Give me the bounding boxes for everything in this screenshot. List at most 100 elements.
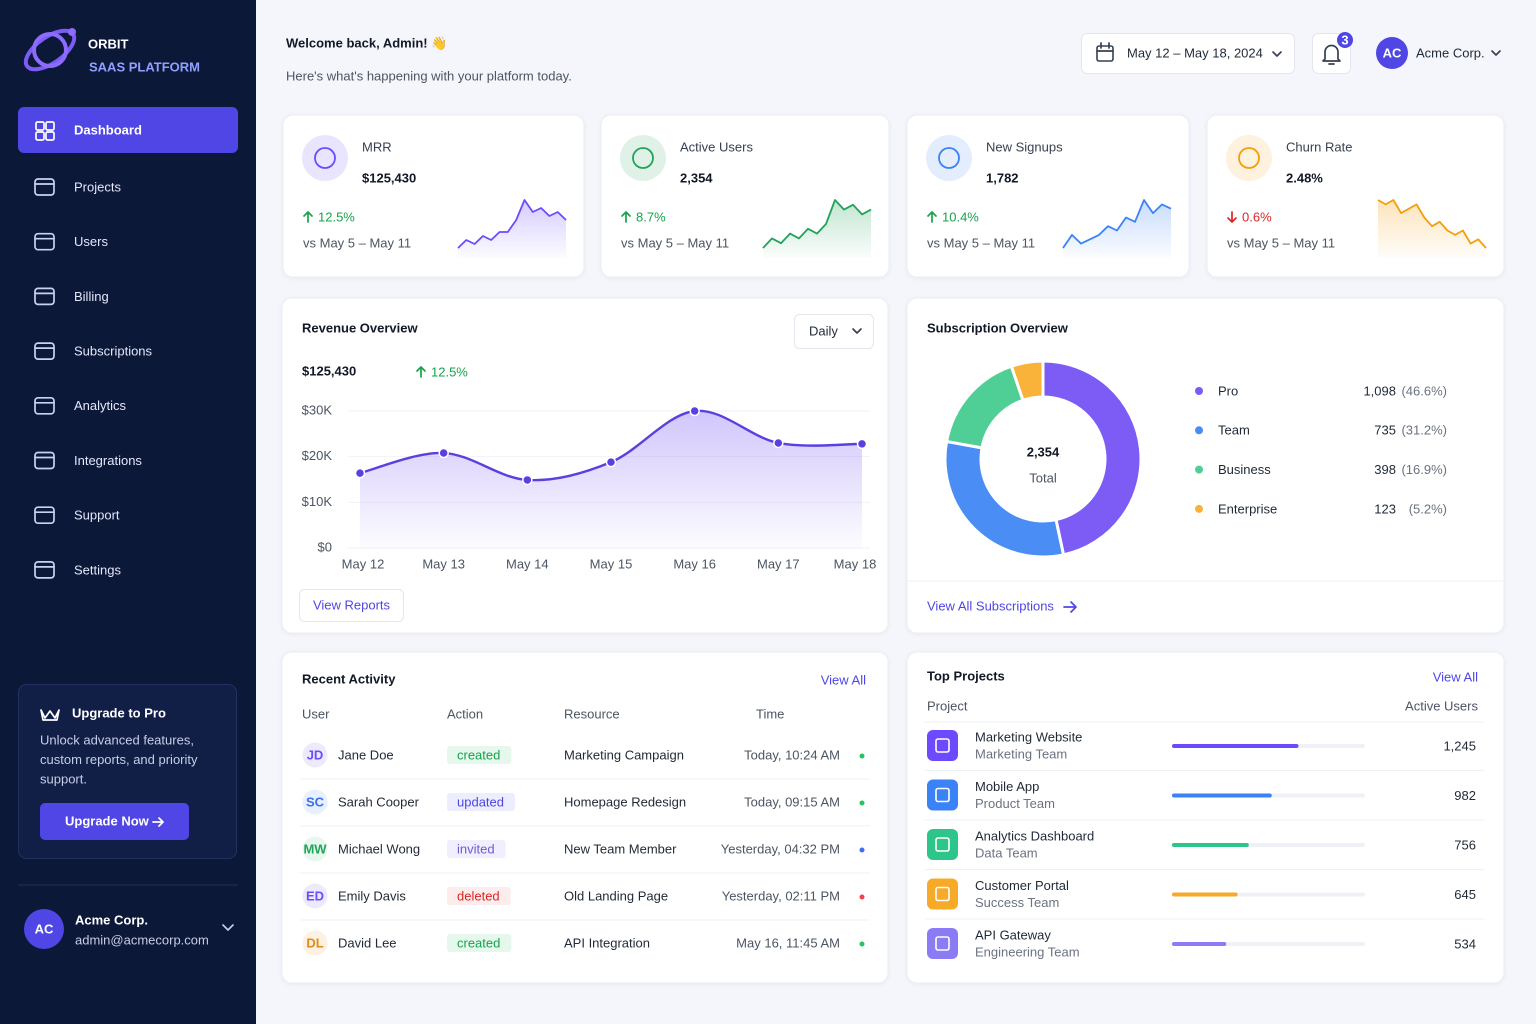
account-initials: AC: [1383, 45, 1402, 60]
kpi-change: 0.6%: [1242, 209, 1272, 224]
activity-time: Yesterday, 04:32 PM: [721, 841, 840, 856]
kpi-change: 12.5%: [318, 209, 355, 224]
y-tick-label: $20K: [302, 448, 333, 463]
nav-active-bg[interactable]: [18, 107, 238, 153]
date-range: May 12 – May 18, 2024: [1127, 45, 1263, 60]
nav-icon: [34, 342, 55, 360]
change-arrow: [303, 211, 313, 223]
card-title: Subscription Overview: [927, 320, 1069, 335]
legend-percent: (16.9%): [1401, 462, 1447, 477]
project-name: Marketing Website: [975, 729, 1082, 744]
sparkline-area: [763, 200, 871, 258]
bell-icon: [1322, 44, 1341, 65]
revenue-area: [360, 410, 862, 548]
nav-item: Billing: [74, 289, 109, 304]
project-bar: [1172, 843, 1249, 847]
nav-icon: [35, 131, 45, 141]
activity-card: [281, 651, 889, 984]
logo-planet: [32, 32, 68, 68]
upgrade-text: support.: [40, 771, 87, 786]
column-header: Active Users: [1405, 698, 1478, 713]
nav-icon: [34, 287, 55, 306]
kpi-icon: [938, 147, 960, 169]
status-dot: [859, 941, 865, 947]
x-tick-label: May 13: [422, 556, 465, 571]
revenue-point: [522, 474, 533, 486]
user-avatar: [302, 883, 328, 909]
x-tick-label: May 18: [834, 556, 877, 571]
project-icon: [927, 829, 958, 860]
upgrade-text: Unlock advanced features,: [40, 732, 194, 747]
brand-name: ORBIT: [88, 36, 129, 51]
kpi-change: 10.4%: [942, 209, 979, 224]
upgrade-title: Upgrade to Pro: [72, 705, 166, 720]
nav-item: Users: [74, 234, 108, 249]
project-glyph: [935, 787, 950, 803]
change-arrow: [416, 366, 426, 378]
account-name: Acme Corp.: [1416, 45, 1485, 60]
activity-time: Yesterday, 02:11 PM: [722, 888, 840, 903]
legend-value: 1,098: [1363, 383, 1396, 398]
view-all-link[interactable]: View All: [1433, 669, 1478, 684]
donut-total: 2,354: [1027, 444, 1060, 459]
kpi-change: 8.7%: [636, 209, 666, 224]
nav-item: Support: [74, 508, 120, 523]
date-picker[interactable]: [1081, 33, 1295, 74]
legend-label: Business: [1218, 462, 1271, 477]
period-select[interactable]: [794, 314, 874, 349]
page-subtitle: Here's what's happening with your platfo…: [286, 68, 572, 83]
activity-user: David Lee: [338, 935, 397, 950]
view-subscriptions-link[interactable]: View All Subscriptions: [927, 598, 1054, 613]
x-tick-label: May 14: [506, 556, 549, 571]
nav-icon: [34, 561, 55, 579]
avatar-initials: SC: [306, 794, 325, 809]
account-avatar[interactable]: [1376, 37, 1408, 69]
activity-user: Jane Doe: [338, 747, 394, 762]
legend-dot: [1195, 387, 1203, 395]
nav-icon: [45, 131, 55, 141]
project-team: Engineering Team: [975, 944, 1080, 959]
revenue-card: [281, 297, 889, 634]
status-dot: [859, 894, 865, 900]
kpi-label: MRR: [362, 139, 392, 154]
revenue-point: [438, 447, 449, 459]
kpi-compare: vs May 5 – May 11: [927, 235, 1035, 250]
kpi-compare: vs May 5 – May 11: [303, 235, 411, 250]
project-icon: [927, 779, 958, 811]
crown-icon: [40, 709, 60, 721]
avatar-initials: DL: [306, 935, 323, 950]
kpi-value: 2.48%: [1286, 170, 1323, 185]
nav-icon: [35, 121, 45, 131]
card-title: Top Projects: [927, 668, 1005, 683]
project-glyph: [935, 837, 950, 852]
kpi-value: 1,782: [986, 170, 1019, 185]
x-tick-label: May 17: [757, 556, 800, 571]
kpi-label: New Signups: [986, 139, 1063, 154]
project-value: 645: [1454, 887, 1476, 902]
activity-resource: Marketing Campaign: [564, 747, 684, 762]
nav-item: Subscriptions: [74, 344, 153, 359]
project-team: Success Team: [975, 895, 1059, 910]
sparkline-area: [458, 200, 566, 258]
view-reports-button[interactable]: [299, 589, 404, 622]
y-tick-label: $0: [318, 539, 332, 554]
view-all-link[interactable]: View All: [821, 672, 866, 687]
action-label: updated: [457, 794, 504, 809]
project-icon: [927, 928, 958, 959]
column-header: Action: [447, 706, 483, 721]
revenue-point: [856, 438, 868, 450]
upgrade-text: custom reports, and priority: [40, 752, 198, 767]
user-name: Acme Corp.: [75, 912, 148, 927]
legend-value: 123: [1374, 501, 1396, 516]
chevron-icon: [852, 328, 862, 334]
upgrade-button[interactable]: [40, 803, 189, 840]
action-badge: [447, 793, 515, 811]
sparkline: [762, 199, 872, 249]
kpi-value: 2,354: [680, 170, 713, 185]
avatar-initials: ED: [306, 888, 324, 903]
nav-item: Settings: [74, 562, 121, 577]
user-avatar: [302, 789, 328, 815]
notification-badge: [1337, 32, 1353, 48]
project-bar: [1172, 744, 1299, 748]
